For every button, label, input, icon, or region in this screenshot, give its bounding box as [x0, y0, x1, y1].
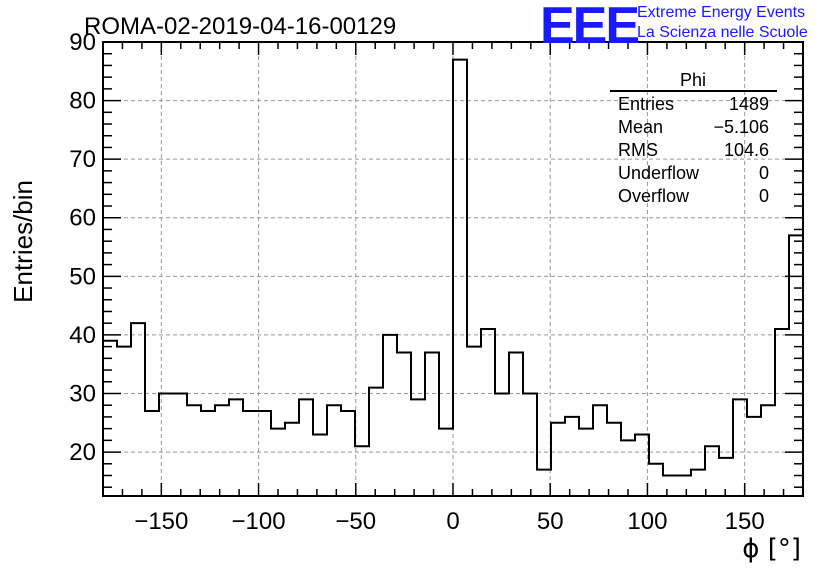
logo-line-2: La Scienza nelle Scuole: [637, 24, 808, 41]
y-tick-label: 20: [69, 439, 96, 466]
y-tick-label: 80: [69, 88, 96, 115]
stats-row-label: Entries: [618, 94, 674, 114]
histogram-outline: [103, 58, 803, 477]
stats-row-label: RMS: [618, 140, 658, 160]
stats-row-value: −5.106: [713, 117, 769, 137]
y-tick-label: 70: [69, 146, 96, 173]
stats-box: Phi Entries 1489 Mean −5.106 RMS 104.6 Underfl…: [610, 70, 777, 206]
x-tick-label: −150: [134, 508, 188, 535]
stats-row-label: Overflow: [618, 186, 690, 206]
axis-ticks: [103, 41, 803, 496]
eee-logo: EEE: [540, 0, 640, 55]
x-tick-label: 50: [537, 508, 564, 535]
x-tick-label: −100: [232, 508, 286, 535]
x-tick-label: −50: [335, 508, 376, 535]
stats-row-value: 0: [759, 163, 769, 183]
stats-row-label: Underflow: [618, 163, 700, 183]
stats-row-value: 0: [759, 186, 769, 206]
x-tick-label: 0: [446, 508, 459, 535]
y-axis-label: Entries/bin: [8, 180, 38, 303]
y-tick-label: 60: [69, 205, 96, 232]
y-tick-label: 30: [69, 380, 96, 407]
x-tick-label: 150: [725, 508, 765, 535]
stats-row-value: 1489: [729, 94, 769, 114]
logo-line-1: Extreme Energy Events: [637, 4, 806, 21]
stats-title: Phi: [680, 70, 706, 90]
y-tick-label: 90: [69, 29, 96, 56]
stats-rows: Entries 1489 Mean −5.106 RMS 104.6 Underflow 0 O…: [618, 94, 769, 206]
y-tick-label: 50: [69, 263, 96, 290]
y-tick-label: 40: [69, 322, 96, 349]
stats-row-value: 104.6: [724, 140, 769, 160]
x-axis-label: ϕ [°]: [742, 534, 801, 564]
chart-title: ROMA-02-2019-04-16-00129: [84, 13, 396, 40]
x-tick-label: 100: [627, 508, 667, 535]
tick-labels: −150 −100 −50 0 50 100 150 20 30 40 50 60 70 80 90: [69, 29, 764, 535]
stats-row-label: Mean: [618, 117, 663, 137]
